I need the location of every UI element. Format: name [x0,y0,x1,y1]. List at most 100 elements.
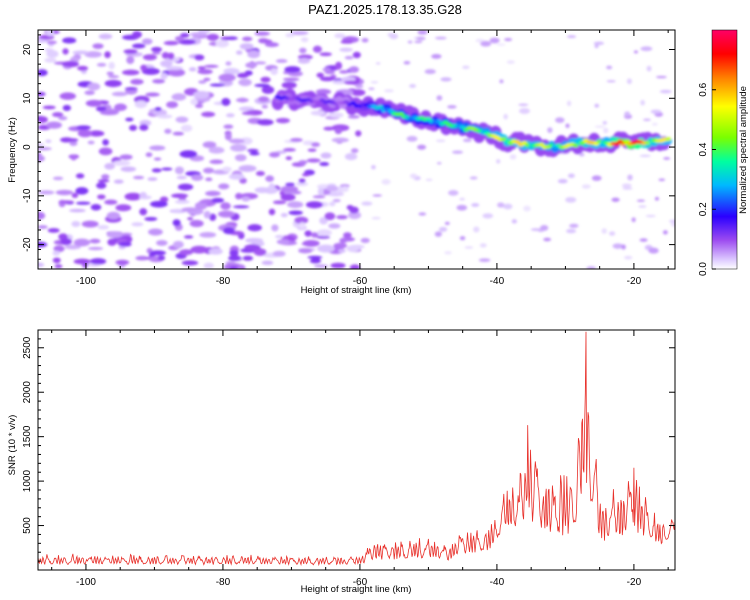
spectrogram-noise-cell [107,75,120,79]
spectrogram-noise-cell [193,90,210,99]
spectrogram-noise-cell [203,210,211,219]
spectrogram-noise-cell [236,264,246,269]
spectrogram-noise-cell [312,257,320,261]
spectrogram-noise-cell [478,258,491,263]
spectrogram-noise-cell [62,104,71,112]
spectrogram-noise-cell [326,185,339,192]
spectrogram-noise-cell [139,191,147,199]
spectrogram-noise-cell [95,106,107,112]
spectrogram-noise-cell [241,196,251,202]
colorbar-label: Normalized spectral amplitude [738,86,749,214]
spectrogram-noise-cell [139,208,148,216]
spectrogram-noise-cell [557,178,568,184]
colorbar-gradient [711,29,738,270]
spectrogram-noise-cell [329,201,336,207]
spectrogram-noise-cell [593,41,605,45]
spectrogram-noise-cell [261,260,274,265]
spectrogram-noise-cell [239,137,253,145]
spectrogram-noise-cell [594,125,606,128]
spectrogram-noise-cell [414,40,423,44]
spectrogram-noise-cell [355,130,362,137]
spectrogram-noise-cell [475,38,485,43]
spectrogram-noise-cell [190,98,198,106]
spectrogram-noise-cell [163,40,179,46]
spectrogram-noise-cell [565,123,570,129]
spectrogram-noise-cell [58,200,74,204]
spectrogram-noise-cell [302,140,314,146]
spectrogram-noise-cell [336,215,348,220]
spectrogram-noise-cell [159,196,169,203]
spectrogram-noise-cell [46,50,59,58]
spectrogram-noise-cell [530,228,542,231]
spectrogram-noise-cell [261,85,275,94]
spectrogram-noise-cell [199,200,210,204]
spectrogram-noise-cell [284,66,301,73]
spectrogram-noise-cell [97,179,110,183]
spectrogram-noise-cell [280,212,288,218]
spectrogram-noise-cell [603,127,609,134]
spectrogram-noise-cell [66,138,79,142]
spectrogram-noise-cell [375,62,381,65]
spectrogram-noise-cell [281,81,297,89]
spectrogram-noise-cell [177,183,194,191]
spectrogram-noise-cell [311,232,319,238]
spectrogram-noise-cell [275,117,290,124]
spectrogram-noise-cell [156,239,168,246]
spectrogram-noise-cell [565,196,577,203]
spectrogram-ridge-core [459,125,466,130]
spectrogram-noise-cell [217,210,235,218]
spectrogram-noise-cell [480,40,492,47]
spectrogram-noise-cell [280,193,296,201]
spectrogram-noise-cell [627,174,633,181]
spectrogram-noise-cell [624,255,633,260]
snr-panel: -100 -80 -60 -40 -20 500 1000 1500 2000 2500 Heig… [7,329,676,595]
spectrogram-noise-cell [464,246,474,249]
spectrogram-noise-cell [113,179,124,184]
spectrogram-noise-cell [242,255,254,261]
spectrogram-noise-cell [38,190,55,195]
spectrogram-noise-cell [352,51,361,59]
spectrogram-noise-cell [115,204,132,212]
spectrogram-noise-cell [271,224,279,232]
spectrogram-noise-cell [236,50,243,55]
spectrogram-noise-cell [81,220,99,228]
spectrogram-noise-cell [334,128,342,135]
spectrogram-noise-cell [84,90,95,96]
spectrogram-noise-cell [151,168,162,173]
spectrogram-noise-cell [283,77,300,81]
spectrogram-noise-cell [403,60,411,65]
spectrogram-noise-cell [238,165,257,172]
spectrogram-noise-cell [206,33,219,41]
spectrogram-noise-cell [112,160,131,166]
spectrogram-noise-cell [89,258,107,265]
spectrogram-noise-cell [165,66,183,71]
spectrogram-noise-cell [166,101,178,109]
spectrogram-noise-cell [518,103,529,107]
spectrogram-noise-cell [228,255,242,262]
spectrogram-y-tick-label: -20 [22,237,33,252]
spectrogram-noise-cell [638,205,647,208]
spectrogram-noise-cell [316,72,324,78]
spectrogram-noise-cell [202,141,217,149]
spectrogram-noise-cell [52,112,64,118]
spectrogram-noise-cell [111,91,128,97]
spectrogram-noise-cell [344,153,358,161]
spectrogram-noise-cell [38,211,46,220]
spectrogram-noise-cell [543,237,552,242]
spectrogram-noise-cell [621,244,626,250]
spectrogram-noise-cell [269,151,280,158]
spectrogram-noise-cell [90,204,102,211]
spectrogram-noise-cell [229,266,239,269]
spectrogram-noise-cell [320,76,335,82]
spectrogram-noise-cell [132,43,146,49]
spectrogram-noise-cell [319,162,330,167]
spectrogram-noise-cell [96,182,107,189]
spectrogram-noise-cell [655,75,667,79]
spectrogram-noise-cell [310,110,326,116]
spectrogram-noise-cell [602,121,608,125]
spectrogram-y-tick-label: 0 [22,144,33,150]
spectrogram-noise-cell [646,65,652,72]
spectrogram-noise-cell [601,228,607,234]
spectrogram-ridge-core [350,100,357,105]
spectrogram-noise-cell [471,203,480,207]
